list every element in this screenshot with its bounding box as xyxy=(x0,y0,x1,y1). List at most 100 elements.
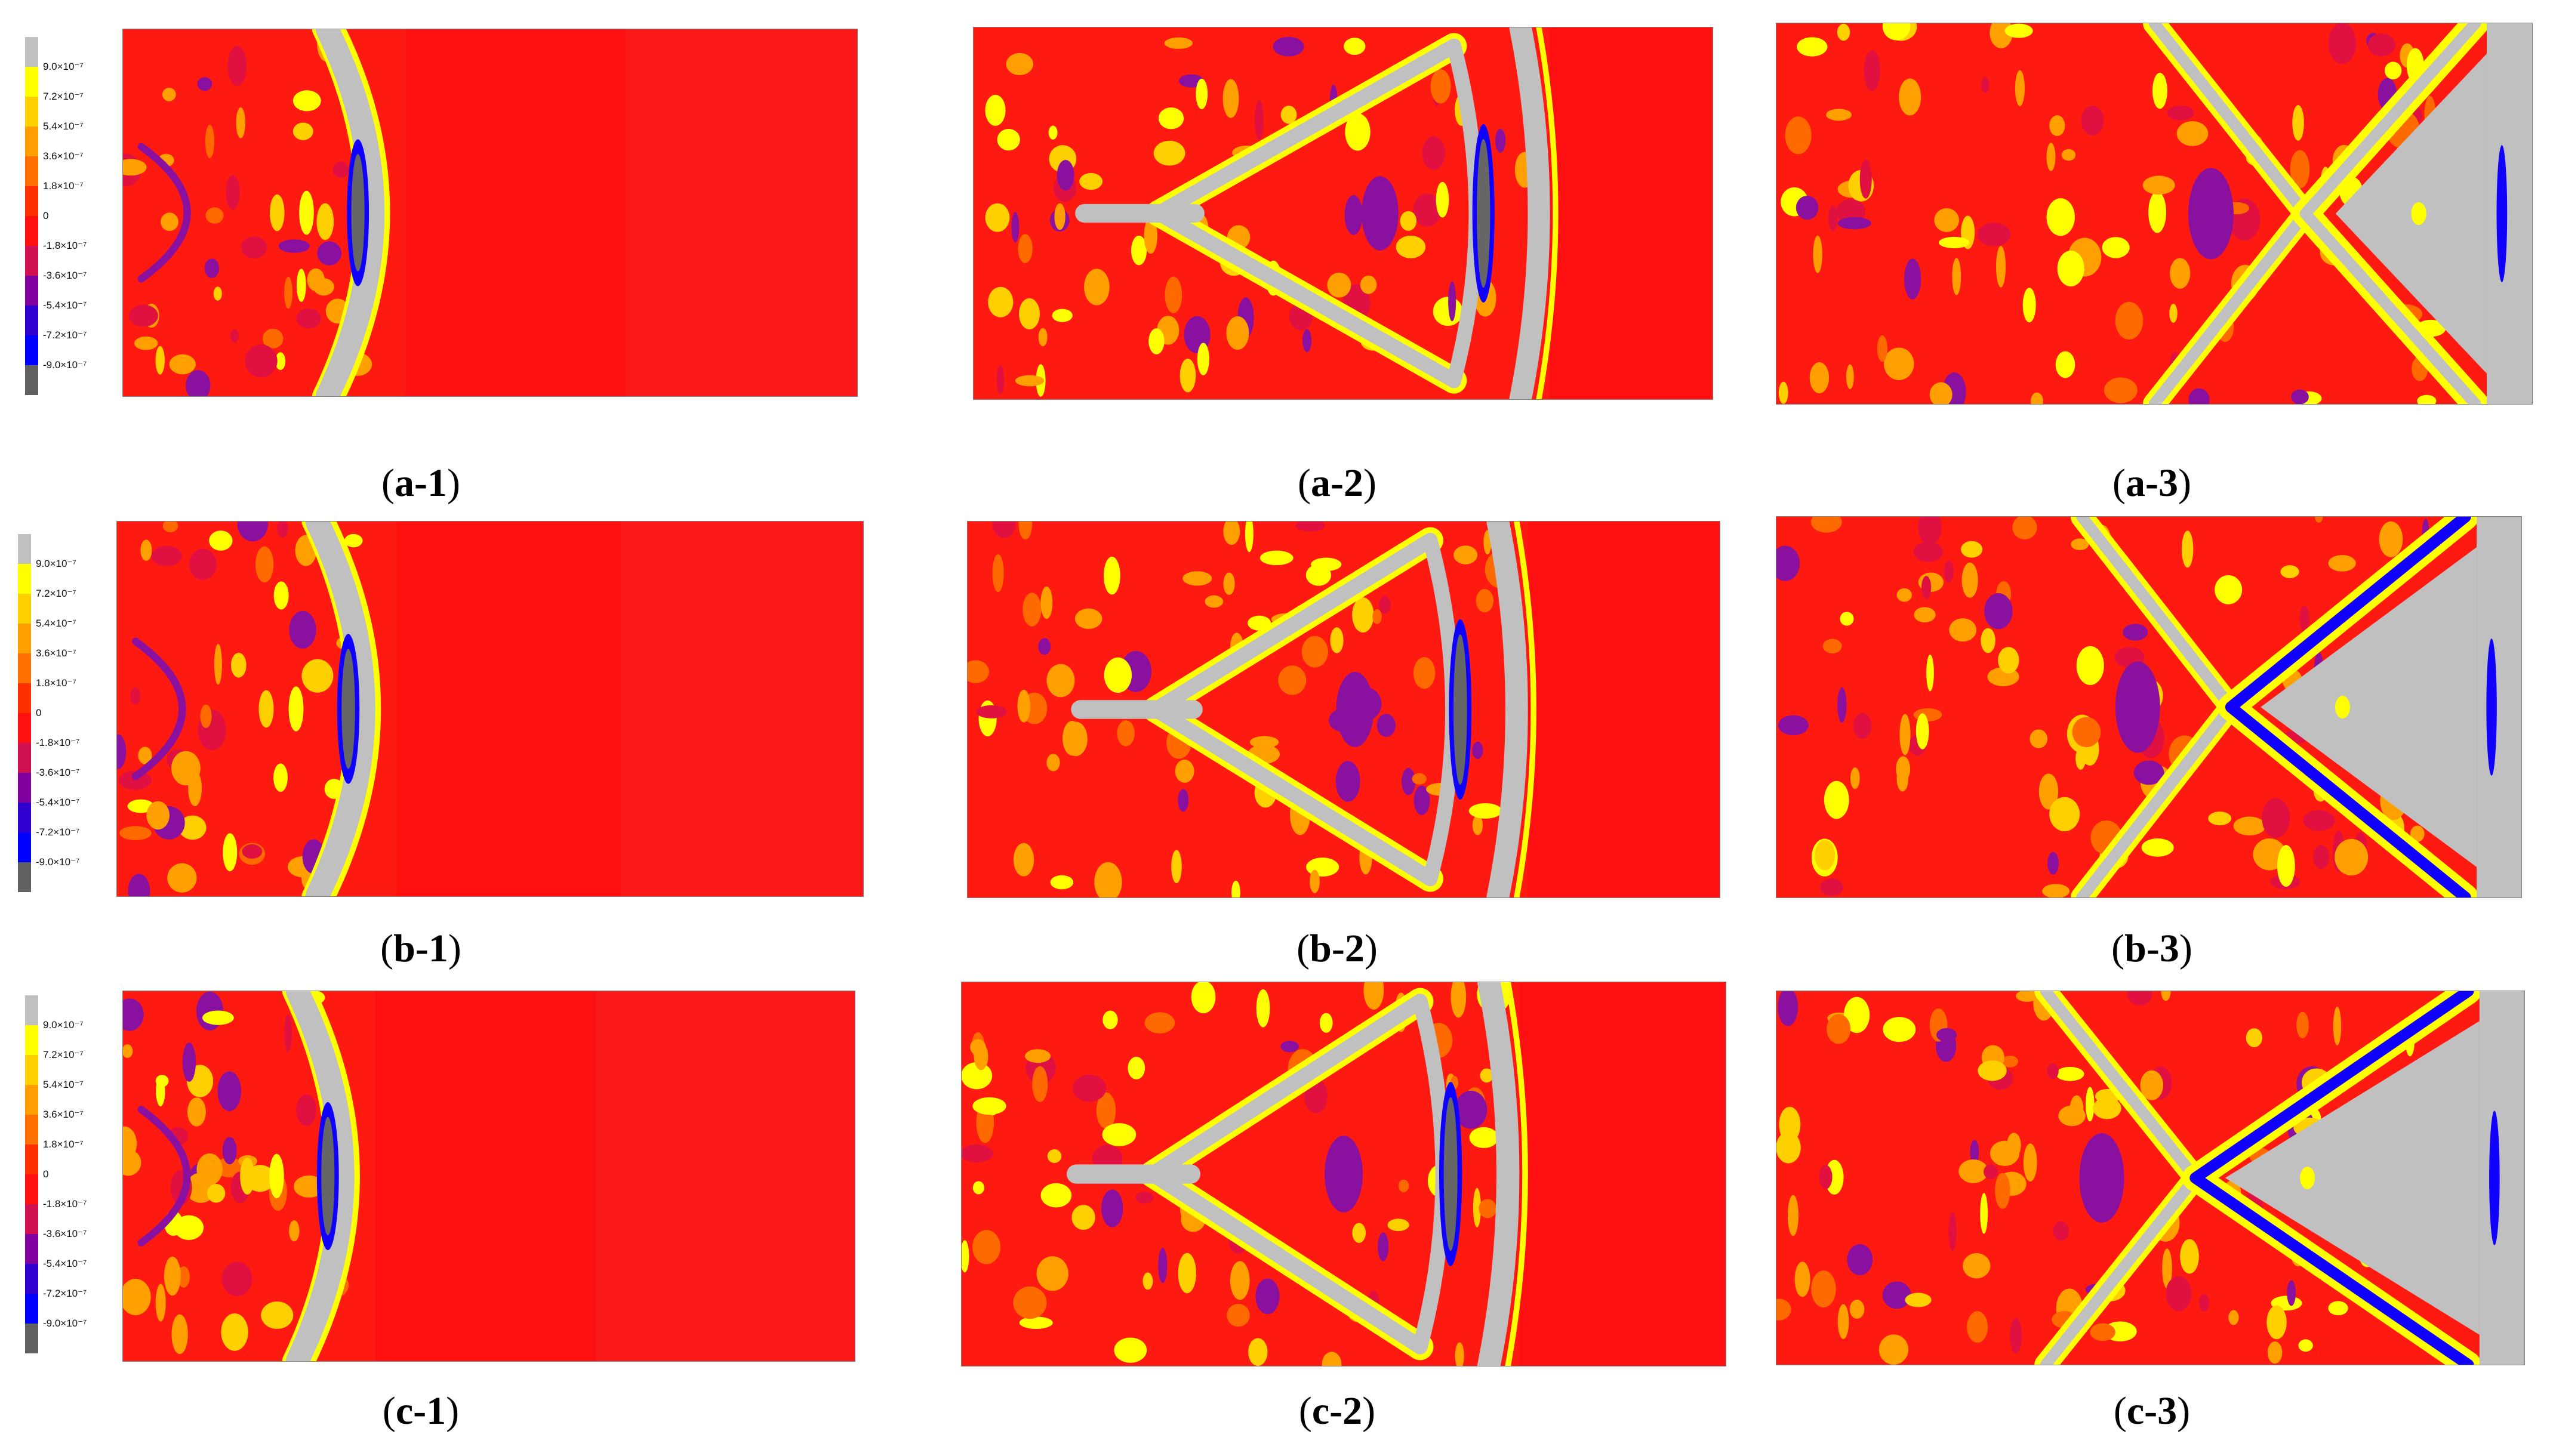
contour-plot xyxy=(974,27,1713,399)
contour-blob xyxy=(155,1284,166,1322)
legend-label: -9.0×10⁻⁷ xyxy=(43,1318,87,1329)
legend-swatch xyxy=(25,1025,38,1055)
contour-blob xyxy=(1363,982,1384,1010)
contour-blob xyxy=(2208,811,2232,826)
contour-blob xyxy=(2140,1070,2164,1100)
contour-blob xyxy=(255,546,274,583)
contour-blob xyxy=(134,336,158,350)
contour-blob xyxy=(332,162,349,178)
contour-blob xyxy=(1255,1278,1280,1315)
contour-blob xyxy=(1245,522,1254,553)
contour-blob xyxy=(1472,741,1483,760)
contour-blob xyxy=(2001,1055,2019,1068)
legend-label: -1.8×10⁻⁷ xyxy=(36,737,80,748)
contour-blob xyxy=(289,1220,300,1242)
caption-paren-open: ( xyxy=(1298,1389,1312,1433)
contour-blob xyxy=(1913,542,1944,562)
contour-blob xyxy=(2049,797,2080,832)
contour-blob xyxy=(1451,982,1467,1018)
contour-blob xyxy=(2367,33,2395,57)
contour-blob xyxy=(1961,562,1978,598)
contour-panel-a-1 xyxy=(122,29,858,397)
contour-blob xyxy=(1376,714,1396,737)
contour-blob xyxy=(1311,557,1342,572)
undisturbed-region xyxy=(626,29,857,396)
contour-blob xyxy=(2071,538,2089,551)
contour-blob xyxy=(976,705,1008,718)
contour-blob xyxy=(1884,347,1914,381)
contour-blob xyxy=(123,1126,137,1161)
contour-blob xyxy=(162,522,178,533)
contour-blob xyxy=(171,1314,188,1355)
contour-blob xyxy=(1819,1165,1833,1189)
contour-blob xyxy=(1038,638,1051,655)
legend-label: -1.8×10⁻⁷ xyxy=(43,1198,87,1210)
contour-blob xyxy=(1815,840,1836,871)
legend-swatch xyxy=(25,1115,38,1145)
caption-paren-open: ( xyxy=(2113,1389,2127,1433)
contour-blob xyxy=(1302,329,1312,353)
contour-blob xyxy=(1011,212,1020,243)
contour-blob xyxy=(1158,107,1184,129)
contour-blob xyxy=(1785,116,1812,155)
contour-blob xyxy=(1330,627,1344,653)
contour-blob xyxy=(1810,517,1842,533)
contour-blob xyxy=(1843,997,1870,1034)
contour-blob xyxy=(292,122,313,140)
contour-blob xyxy=(155,346,165,375)
legend-swatch xyxy=(25,156,38,186)
contour-blob xyxy=(2010,1318,2022,1354)
caption-paren-close: ) xyxy=(1364,927,1378,970)
contour-blob xyxy=(1828,205,1838,232)
contour-blob xyxy=(1032,1066,1048,1102)
undisturbed-region xyxy=(595,991,855,1361)
contour-blob xyxy=(1904,258,1921,300)
contour-blob xyxy=(1071,1205,1095,1230)
contour-blob xyxy=(2047,1063,2059,1079)
legend-label: 7.2×10⁻⁷ xyxy=(43,1049,84,1060)
contour-blob xyxy=(128,304,158,327)
caption-label: a-1 xyxy=(395,461,447,505)
contour-blob xyxy=(1114,1337,1147,1363)
caption-b-3: (b-3) xyxy=(1973,925,2331,973)
contour-blob xyxy=(1128,1056,1145,1079)
contour-blob xyxy=(2057,251,2084,287)
contour-blob xyxy=(2379,521,2403,557)
contour-blob xyxy=(296,309,321,329)
contour-blob xyxy=(1040,1183,1072,1208)
legend-swatch xyxy=(18,534,31,564)
contour-blob xyxy=(1046,754,1060,772)
legend-label: -3.6×10⁻⁷ xyxy=(43,270,87,281)
contour-blob xyxy=(1479,1199,1496,1219)
contour-blob xyxy=(1344,38,1366,55)
contour-blob xyxy=(196,1153,223,1186)
contour-blob xyxy=(2410,825,2425,842)
legend-swatch xyxy=(25,1264,38,1294)
caption-a-2: (a-2) xyxy=(1158,459,1516,507)
contour-blob xyxy=(1249,736,1279,748)
contour-blob xyxy=(1918,517,1942,545)
legend-label: -5.4×10⁻⁷ xyxy=(43,1258,87,1269)
contour-blob xyxy=(1914,607,1936,623)
contour-blob xyxy=(1896,588,1912,602)
caption-paren-open: ( xyxy=(2111,927,2125,970)
contour-blob xyxy=(1378,1232,1389,1261)
caption-paren-close: ) xyxy=(446,1389,460,1433)
caption-paren-close: ) xyxy=(2178,461,2191,505)
legend-swatch xyxy=(25,335,38,365)
legend-swatch xyxy=(18,832,31,862)
contour-plot xyxy=(968,522,1720,897)
contour-blob xyxy=(169,354,196,375)
legend-label: 3.6×10⁻⁷ xyxy=(43,1109,84,1120)
contour-blob xyxy=(2411,202,2426,226)
contour-blob xyxy=(237,522,269,542)
contour-blob xyxy=(2093,1097,2121,1119)
contour-blob xyxy=(2038,773,2059,810)
contour-blob xyxy=(262,328,284,348)
contour-blob xyxy=(2287,1280,2296,1306)
contour-blob xyxy=(2486,638,2497,776)
contour-blob xyxy=(2127,991,2153,1006)
contour-blob xyxy=(1052,309,1073,322)
contour-blob xyxy=(2313,845,2330,869)
contour-blob xyxy=(1222,79,1239,118)
